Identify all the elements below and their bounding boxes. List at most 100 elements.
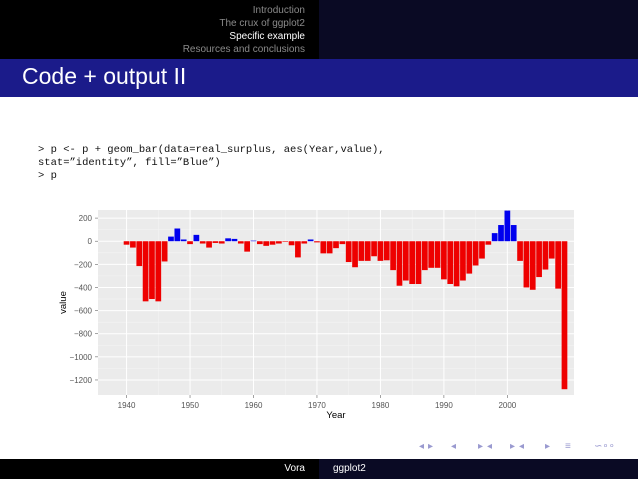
bar — [142, 241, 149, 302]
bar — [377, 241, 384, 261]
code-line: > p <- p + geom_bar(data=real_surplus, a… — [38, 144, 385, 156]
bar — [371, 241, 377, 257]
nav-next-frame-icon[interactable]: ▸ — [428, 441, 434, 452]
nav-item-crux[interactable]: The crux of ggplot2 — [219, 18, 305, 29]
bar — [130, 241, 136, 248]
bar — [206, 241, 212, 248]
x-tick-label: 1970 — [308, 401, 326, 410]
nav-prev-slide-icon[interactable]: ◂ — [451, 441, 457, 452]
top-navigation-bar: Introduction The crux of ggplot2 Specifi… — [0, 0, 638, 59]
section-navigation: Introduction The crux of ggplot2 Specifi… — [0, 0, 319, 59]
x-tick-label: 1990 — [435, 401, 453, 410]
bar — [510, 225, 517, 242]
code-line: > p — [38, 170, 57, 182]
bar — [364, 241, 371, 261]
bar — [282, 241, 289, 242]
bar — [263, 241, 270, 246]
bar — [517, 241, 523, 261]
bar — [536, 241, 542, 278]
bar — [409, 241, 416, 284]
bar — [149, 241, 155, 300]
bar — [339, 241, 346, 245]
bar — [523, 241, 530, 288]
footer-bar: Vora ggplot2 — [0, 459, 638, 479]
bar — [453, 241, 460, 287]
bar — [212, 241, 219, 243]
bar — [447, 241, 454, 284]
bar — [288, 241, 295, 246]
subsection-navigation — [319, 0, 638, 59]
footer-title: ggplot2 — [333, 463, 366, 474]
bar — [269, 241, 276, 245]
y-tick-label: −200 — [74, 260, 93, 269]
bar — [180, 239, 187, 242]
bar — [301, 241, 308, 244]
bar — [187, 241, 193, 245]
nav-next-subsection-icon[interactable]: ▸ — [510, 441, 516, 452]
x-tick-label: 1940 — [118, 401, 136, 410]
x-tick-label: 1980 — [372, 401, 390, 410]
bar — [155, 241, 162, 302]
slide-title: Code + output II — [22, 63, 187, 89]
nav-item-specific-example[interactable]: Specific example — [229, 31, 305, 42]
nav-item-resources[interactable]: Resources and conclusions — [182, 44, 305, 55]
bar — [199, 241, 206, 244]
bar — [345, 241, 352, 263]
nav-next-slide-icon[interactable]: ▸ — [478, 441, 484, 452]
bar — [491, 233, 498, 242]
x-tick-label: 2000 — [498, 401, 516, 410]
bar — [383, 241, 390, 261]
bar — [193, 234, 200, 242]
bar — [333, 241, 339, 249]
bar — [441, 241, 447, 280]
bar — [390, 241, 396, 271]
bar — [485, 241, 492, 245]
bar — [123, 241, 130, 245]
bar — [231, 238, 238, 242]
bar — [168, 236, 174, 242]
bar — [428, 241, 435, 268]
bar — [326, 241, 333, 254]
bar — [415, 241, 422, 284]
bar — [358, 241, 365, 261]
x-tick-label: 1950 — [181, 401, 199, 410]
bar — [244, 241, 251, 252]
y-tick-label: −400 — [74, 283, 93, 292]
bar — [402, 241, 409, 281]
bar — [504, 210, 511, 242]
footer-author: Vora — [284, 463, 305, 474]
y-axis-title: value — [58, 291, 69, 314]
bar — [529, 241, 536, 290]
bar — [161, 241, 168, 262]
bar — [555, 241, 561, 289]
nav-prev-subsection-icon[interactable]: ◂ — [487, 441, 493, 452]
code-block: > p <- p + geom_bar(data=real_surplus, a… — [38, 144, 385, 183]
y-tick-label: −600 — [74, 307, 93, 316]
nav-prev-section-icon[interactable]: ◂ — [519, 441, 525, 452]
bar — [434, 241, 441, 268]
nav-next-section-icon[interactable]: ▸ — [545, 441, 551, 452]
bar — [320, 241, 327, 254]
bar — [466, 241, 473, 274]
bar — [225, 238, 231, 242]
bar — [352, 241, 358, 268]
nav-prev-frame-icon[interactable]: ◂ — [419, 441, 425, 452]
bar — [250, 240, 257, 242]
nav-outline-icon[interactable]: ≡ — [565, 441, 571, 452]
nav-search-icon[interactable]: ∽∘∘ — [594, 441, 615, 452]
code-line: stat=”identity”, fill=”Blue”) — [38, 157, 221, 169]
bar — [218, 241, 225, 244]
bar — [498, 225, 504, 242]
bar — [307, 239, 314, 242]
nav-item-introduction[interactable]: Introduction — [252, 5, 305, 16]
bar — [276, 241, 282, 244]
bar — [561, 241, 568, 390]
y-tick-label: −1000 — [70, 353, 93, 362]
bar — [256, 241, 263, 245]
bar — [295, 241, 301, 258]
bar — [479, 241, 485, 259]
bar — [396, 241, 403, 286]
bar — [472, 241, 479, 266]
y-tick-label: 200 — [79, 214, 93, 223]
